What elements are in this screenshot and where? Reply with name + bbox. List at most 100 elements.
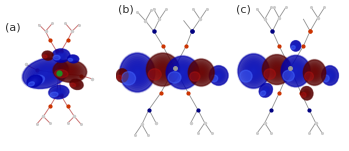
Ellipse shape	[43, 55, 47, 58]
Ellipse shape	[23, 58, 68, 88]
Ellipse shape	[27, 75, 45, 86]
Ellipse shape	[71, 80, 82, 89]
Ellipse shape	[263, 87, 269, 93]
Ellipse shape	[131, 66, 143, 79]
Ellipse shape	[264, 69, 275, 79]
Ellipse shape	[198, 69, 205, 76]
Ellipse shape	[169, 58, 197, 87]
Ellipse shape	[177, 67, 188, 78]
Ellipse shape	[57, 53, 65, 58]
Ellipse shape	[127, 61, 148, 84]
Ellipse shape	[327, 72, 333, 79]
Ellipse shape	[39, 69, 52, 77]
Ellipse shape	[324, 69, 336, 82]
Ellipse shape	[291, 46, 295, 49]
Ellipse shape	[181, 71, 184, 74]
Ellipse shape	[27, 75, 42, 87]
Text: (b): (b)	[118, 5, 133, 14]
Ellipse shape	[190, 72, 200, 81]
Ellipse shape	[70, 57, 76, 61]
Ellipse shape	[295, 45, 297, 47]
Ellipse shape	[133, 67, 142, 78]
Ellipse shape	[68, 55, 79, 63]
Ellipse shape	[301, 93, 306, 97]
Ellipse shape	[303, 89, 311, 97]
Ellipse shape	[117, 75, 122, 80]
Ellipse shape	[120, 73, 124, 78]
Ellipse shape	[54, 89, 64, 96]
Ellipse shape	[119, 52, 156, 93]
Ellipse shape	[304, 60, 325, 85]
Ellipse shape	[188, 59, 214, 86]
Ellipse shape	[260, 84, 272, 96]
Ellipse shape	[250, 67, 258, 76]
Ellipse shape	[38, 68, 53, 79]
Ellipse shape	[165, 55, 200, 90]
Ellipse shape	[66, 68, 74, 74]
Ellipse shape	[119, 71, 126, 80]
Ellipse shape	[283, 58, 308, 85]
Ellipse shape	[209, 66, 228, 85]
Ellipse shape	[61, 65, 79, 77]
Ellipse shape	[295, 70, 297, 72]
Ellipse shape	[252, 70, 255, 72]
Ellipse shape	[267, 59, 287, 80]
Ellipse shape	[52, 59, 87, 83]
Ellipse shape	[149, 55, 177, 84]
Ellipse shape	[118, 70, 127, 81]
Ellipse shape	[154, 61, 171, 78]
Ellipse shape	[294, 44, 297, 48]
Ellipse shape	[167, 57, 198, 88]
Ellipse shape	[240, 70, 252, 82]
Ellipse shape	[326, 71, 334, 80]
Ellipse shape	[34, 80, 35, 82]
Ellipse shape	[76, 84, 77, 85]
Ellipse shape	[42, 71, 50, 76]
Ellipse shape	[59, 54, 64, 57]
Ellipse shape	[211, 68, 226, 83]
Ellipse shape	[136, 71, 139, 74]
Ellipse shape	[323, 67, 337, 84]
Ellipse shape	[49, 86, 68, 98]
Ellipse shape	[121, 74, 124, 77]
Ellipse shape	[238, 54, 269, 88]
Ellipse shape	[295, 45, 297, 47]
Ellipse shape	[251, 68, 257, 74]
Ellipse shape	[291, 41, 301, 51]
Ellipse shape	[312, 69, 318, 76]
Ellipse shape	[24, 59, 67, 88]
Ellipse shape	[69, 56, 77, 62]
Ellipse shape	[237, 53, 270, 89]
Ellipse shape	[55, 51, 67, 60]
Ellipse shape	[46, 54, 50, 57]
Ellipse shape	[72, 58, 75, 60]
Ellipse shape	[289, 64, 302, 78]
Ellipse shape	[292, 67, 299, 75]
Ellipse shape	[162, 68, 164, 71]
Ellipse shape	[54, 50, 68, 61]
Ellipse shape	[306, 93, 307, 94]
Ellipse shape	[31, 79, 38, 84]
Ellipse shape	[122, 75, 123, 76]
Ellipse shape	[274, 67, 280, 72]
Ellipse shape	[30, 63, 61, 84]
Ellipse shape	[70, 79, 83, 90]
Ellipse shape	[70, 83, 75, 87]
Ellipse shape	[58, 92, 60, 93]
Ellipse shape	[322, 66, 338, 85]
Ellipse shape	[124, 57, 151, 88]
Ellipse shape	[192, 63, 210, 82]
Ellipse shape	[212, 69, 225, 82]
Ellipse shape	[53, 60, 87, 82]
Ellipse shape	[70, 79, 83, 89]
Ellipse shape	[244, 61, 263, 82]
Ellipse shape	[239, 55, 269, 87]
Ellipse shape	[197, 68, 206, 77]
Ellipse shape	[216, 73, 221, 78]
Ellipse shape	[265, 89, 267, 92]
Ellipse shape	[268, 61, 286, 79]
Ellipse shape	[68, 70, 71, 72]
Ellipse shape	[248, 65, 259, 77]
Ellipse shape	[44, 53, 51, 58]
Ellipse shape	[313, 70, 317, 75]
